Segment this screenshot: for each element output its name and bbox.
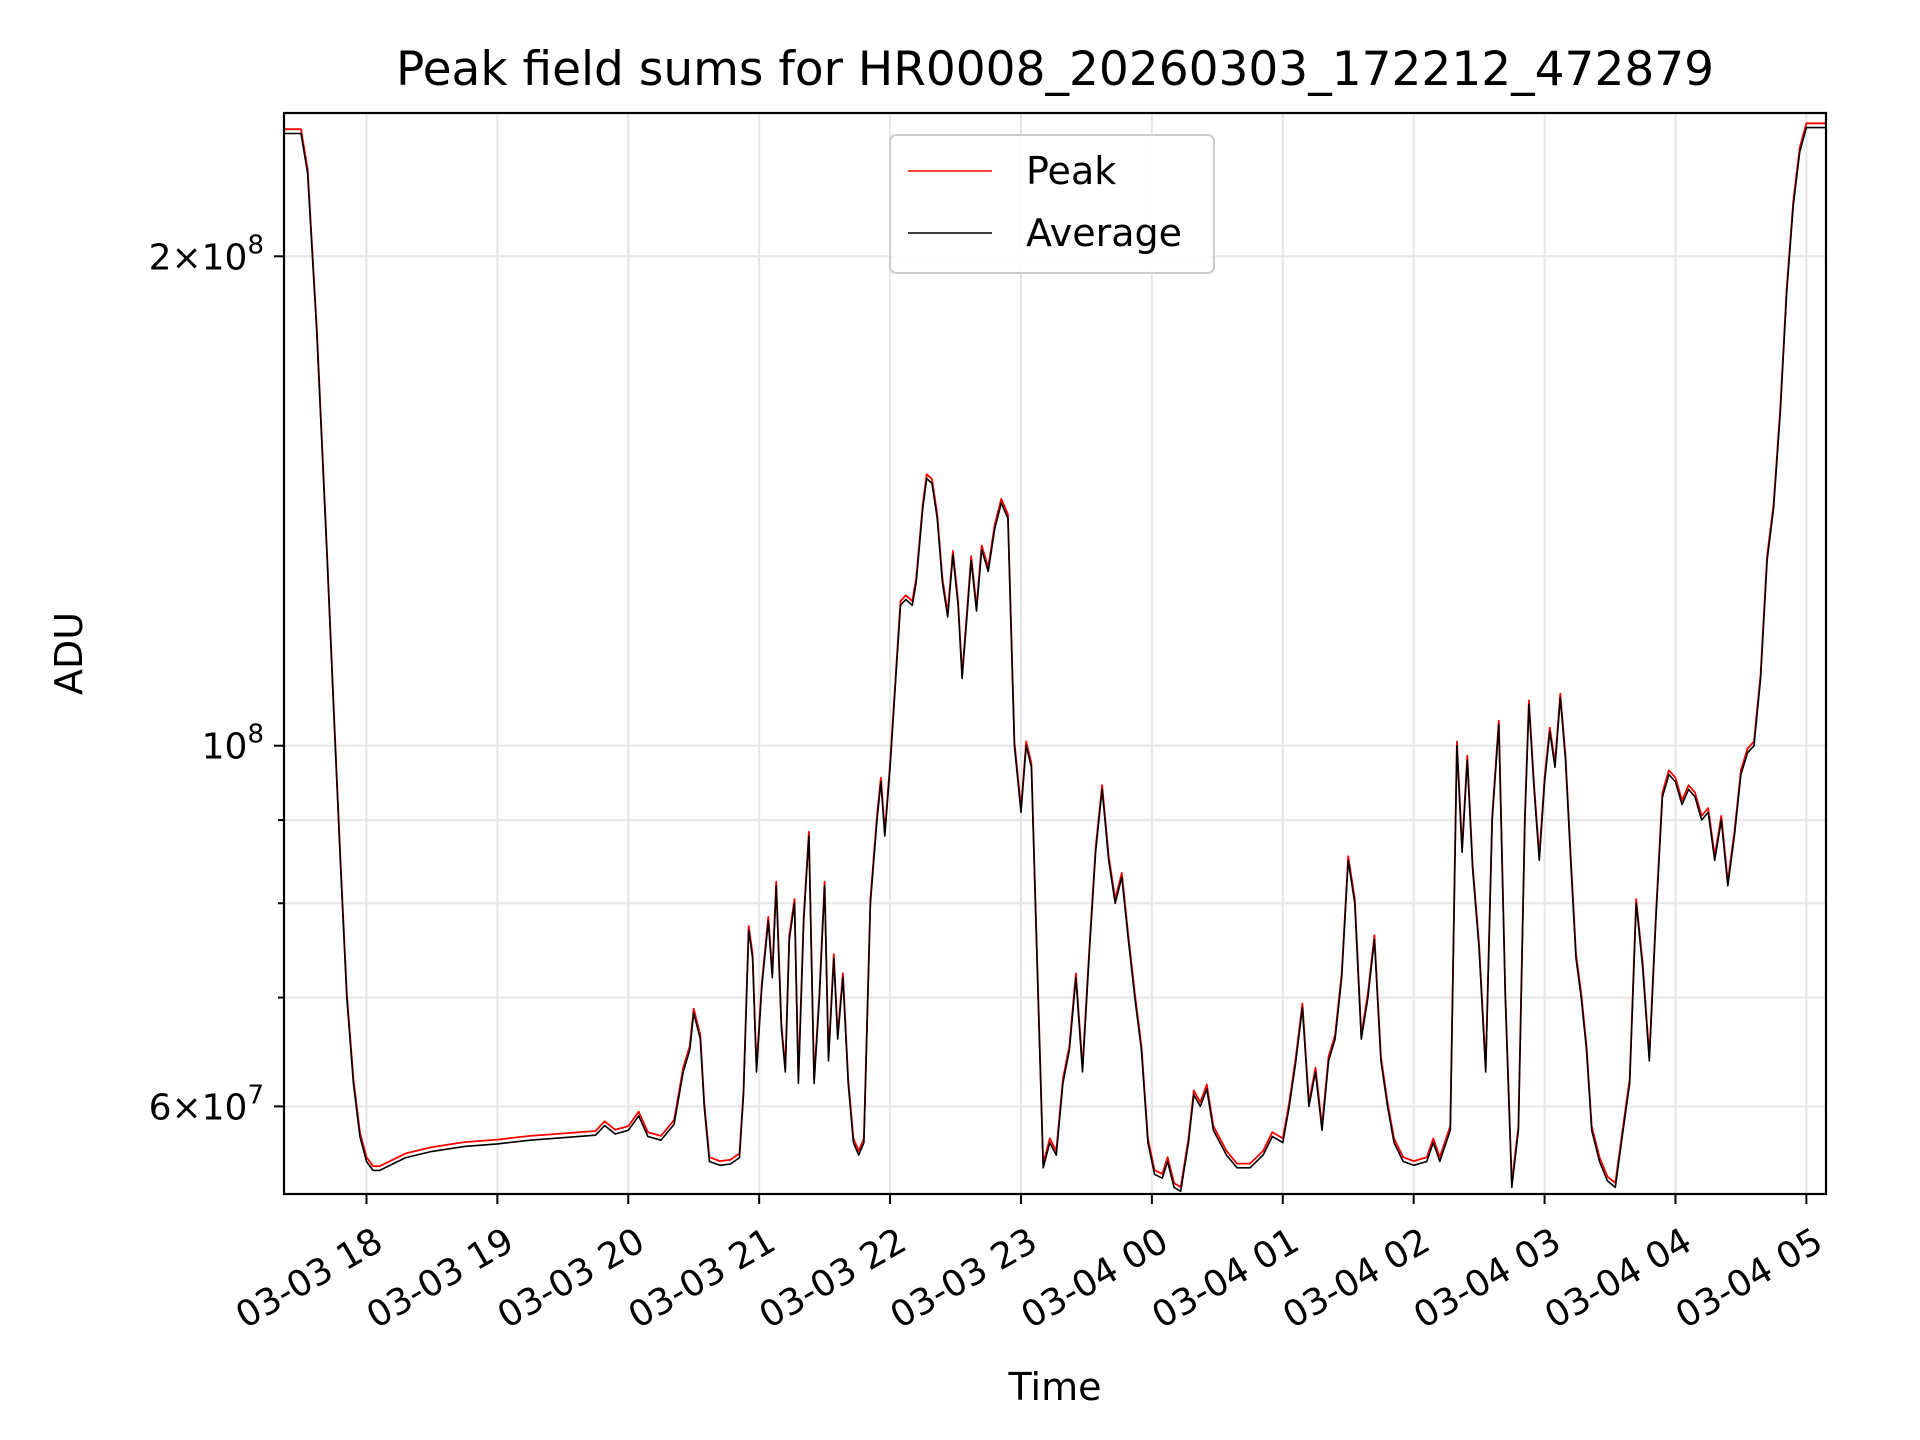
legend-peak-label: Peak	[1026, 149, 1116, 193]
legend-box	[889, 134, 1215, 274]
grid	[284, 113, 1826, 1194]
plot-area	[284, 122, 1826, 1193]
y-tick-label: 6×107	[149, 1080, 264, 1128]
legend: Peak Average	[889, 134, 1215, 274]
y-axis-label: ADU	[47, 612, 91, 695]
legend-average-label: Average	[1026, 211, 1182, 255]
x-axis-label: Time	[1008, 1365, 1102, 1409]
y-tick-label: 108	[202, 720, 264, 768]
axes-frame	[282, 111, 1828, 1196]
y-tick-label: 2×108	[149, 230, 264, 278]
series-average-line	[284, 126, 1826, 1193]
chart-title: Peak field sums for HR0008_20260303_1722…	[396, 42, 1714, 97]
